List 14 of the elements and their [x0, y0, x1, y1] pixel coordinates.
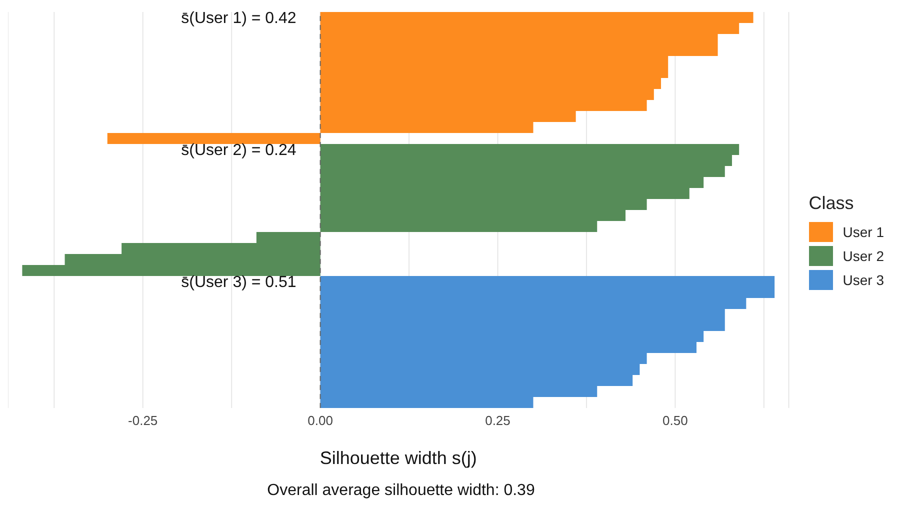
x-tick-label: 0.00	[308, 413, 333, 428]
annotation: s̄(User 1) = 0.42	[181, 10, 296, 28]
x-tick-label: 0.25	[485, 413, 510, 428]
annotation: s̄(User 2) = 0.24	[181, 142, 296, 160]
legend-label: User 2	[842, 248, 884, 264]
bar	[107, 133, 320, 144]
x-axis-title: Silhouette width s(j)	[320, 448, 477, 468]
legend-label: User 3	[842, 272, 884, 288]
x-tick-label: 0.50	[662, 413, 688, 428]
x-tick-label: -0.25	[128, 413, 158, 428]
legend-title: Class	[808, 192, 855, 214]
text: Overall average silhouette width: 0.39	[266, 482, 536, 500]
legend-label: User 1	[842, 224, 884, 240]
annotation: s̄(User 3) = 0.51	[181, 274, 296, 292]
